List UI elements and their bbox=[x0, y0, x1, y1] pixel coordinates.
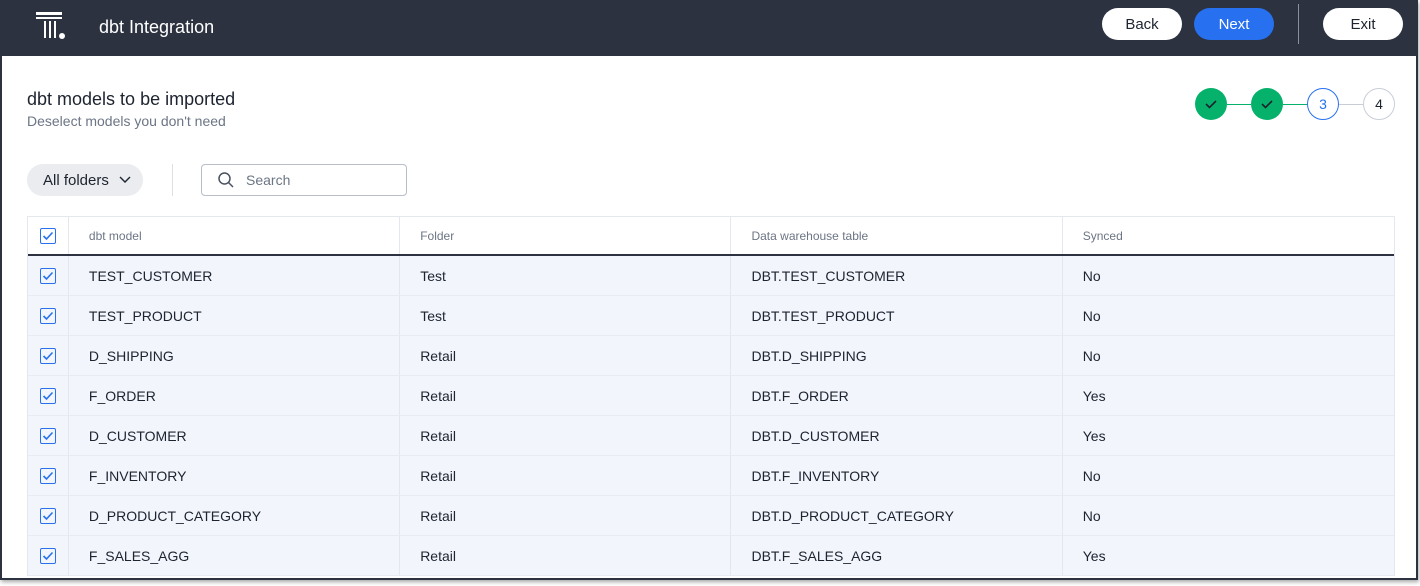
checkbox[interactable] bbox=[39, 347, 56, 364]
step-done bbox=[1195, 88, 1227, 120]
checkbox-cell bbox=[28, 336, 69, 375]
back-button[interactable]: Back bbox=[1102, 8, 1182, 40]
table-cell: DBT.F_ORDER bbox=[731, 376, 1063, 415]
folder-filter-label: All folders bbox=[43, 171, 109, 189]
step-line bbox=[1283, 104, 1307, 105]
models-table: dbt model Folder Data warehouse table Synce… bbox=[27, 216, 1395, 576]
table-cell: Retail bbox=[400, 496, 732, 535]
checkbox-cell bbox=[28, 496, 69, 535]
table-cell: No bbox=[1082, 347, 1101, 364]
table-cell: DBT.D_PRODUCT_CATEGORY bbox=[731, 496, 1063, 535]
table-cell: Yes bbox=[1082, 547, 1106, 564]
table-cell: No bbox=[1082, 267, 1101, 284]
table-cell: No bbox=[1082, 467, 1101, 484]
divider bbox=[1298, 4, 1299, 44]
table-row[interactable]: F_SALES_AGG Retail DBT.F_SALES_AGG Yes bbox=[28, 536, 1394, 576]
table-row[interactable]: D_PRODUCT_CATEGORY Retail DBT.D_PRODUCT_CA… bbox=[28, 496, 1394, 536]
table-row[interactable]: F_INVENTORY Retail DBT.F_INVENTORY No bbox=[28, 456, 1394, 496]
table-cell: Retail bbox=[400, 456, 732, 495]
checkbox-cell bbox=[28, 256, 69, 295]
step-line bbox=[1339, 104, 1363, 105]
table-cell: DBT.D_CUSTOMER bbox=[731, 416, 1063, 455]
checkbox[interactable] bbox=[39, 467, 56, 484]
table-cell: Test bbox=[400, 296, 732, 335]
table-cell: F_INVENTORY bbox=[69, 456, 401, 495]
step-done bbox=[1251, 88, 1283, 120]
step-line bbox=[1227, 104, 1251, 105]
column-header: dbt model bbox=[69, 217, 401, 254]
table-cell: DBT.D_SHIPPING bbox=[731, 336, 1063, 375]
table-cell: DBT.F_SALES_AGG bbox=[731, 536, 1063, 575]
logo bbox=[36, 12, 65, 39]
checkbox[interactable] bbox=[39, 307, 56, 324]
checkbox[interactable] bbox=[39, 227, 56, 244]
header-title: dbt Integration bbox=[99, 17, 215, 37]
table-cell: Retail bbox=[400, 536, 732, 575]
column-header: Folder bbox=[400, 217, 732, 254]
checkbox-cell bbox=[28, 456, 69, 495]
table-row[interactable]: F_ORDER Retail DBT.F_ORDER Yes bbox=[28, 376, 1394, 416]
page-subtitle: Deselect models you don't need bbox=[27, 113, 226, 129]
checkbox-cell bbox=[28, 376, 69, 415]
table-cell: F_SALES_AGG bbox=[69, 536, 401, 575]
search-placeholder: Search bbox=[246, 172, 291, 188]
table-row[interactable]: D_SHIPPING Retail DBT.D_SHIPPING No bbox=[28, 336, 1394, 376]
table-row[interactable]: TEST_CUSTOMER Test DBT.TEST_CUSTOMER No bbox=[28, 256, 1394, 296]
checkbox[interactable] bbox=[39, 507, 56, 524]
table-cell: DBT.TEST_PRODUCT bbox=[731, 296, 1063, 335]
next-button[interactable]: Next bbox=[1194, 8, 1274, 40]
table-cell: TEST_CUSTOMER bbox=[69, 256, 401, 295]
folder-filter[interactable]: All folders bbox=[27, 164, 143, 196]
table-cell: Yes bbox=[1082, 387, 1106, 404]
table-row[interactable]: TEST_PRODUCT Test DBT.TEST_PRODUCT No bbox=[28, 296, 1394, 336]
search-input[interactable]: Search bbox=[201, 164, 407, 196]
table-cell: F_ORDER bbox=[69, 376, 401, 415]
table-cell: DBT.F_INVENTORY bbox=[731, 456, 1063, 495]
checkbox-cell bbox=[28, 536, 69, 575]
checkbox-cell bbox=[28, 296, 69, 335]
table-cell: Test bbox=[400, 256, 732, 295]
table-cell: Retail bbox=[400, 376, 732, 415]
column-header: Data warehouse table bbox=[731, 217, 1063, 254]
step-current: 3 bbox=[1307, 88, 1339, 120]
table-cell: Yes bbox=[1082, 427, 1106, 444]
step-pending: 4 bbox=[1363, 88, 1395, 120]
table-cell: No bbox=[1082, 507, 1101, 524]
checkbox[interactable] bbox=[39, 267, 56, 284]
divider bbox=[172, 164, 173, 196]
header: dbt Integration Back Next Exit bbox=[2, 0, 1416, 56]
exit-button[interactable]: Exit bbox=[1323, 8, 1403, 40]
table-row[interactable]: D_CUSTOMER Retail DBT.D_CUSTOMER Yes bbox=[28, 416, 1394, 456]
table-cell: DBT.TEST_CUSTOMER bbox=[731, 256, 1063, 295]
table-cell: No bbox=[1082, 307, 1101, 324]
column-header: Synced bbox=[1082, 228, 1123, 243]
checkbox[interactable] bbox=[39, 387, 56, 404]
checkbox[interactable] bbox=[39, 427, 56, 444]
table-cell: D_SHIPPING bbox=[69, 336, 401, 375]
table-header: dbt model Folder Data warehouse table Synce… bbox=[28, 217, 1394, 256]
table-cell: Retail bbox=[400, 416, 732, 455]
checkbox[interactable] bbox=[39, 547, 56, 564]
table-cell: Retail bbox=[400, 336, 732, 375]
page-title: dbt models to be imported bbox=[27, 89, 236, 109]
table-cell: D_CUSTOMER bbox=[69, 416, 401, 455]
table-cell: TEST_PRODUCT bbox=[69, 296, 401, 335]
checkbox-cell bbox=[28, 217, 69, 254]
table-cell: D_PRODUCT_CATEGORY bbox=[69, 496, 401, 535]
checkbox-cell bbox=[28, 416, 69, 455]
